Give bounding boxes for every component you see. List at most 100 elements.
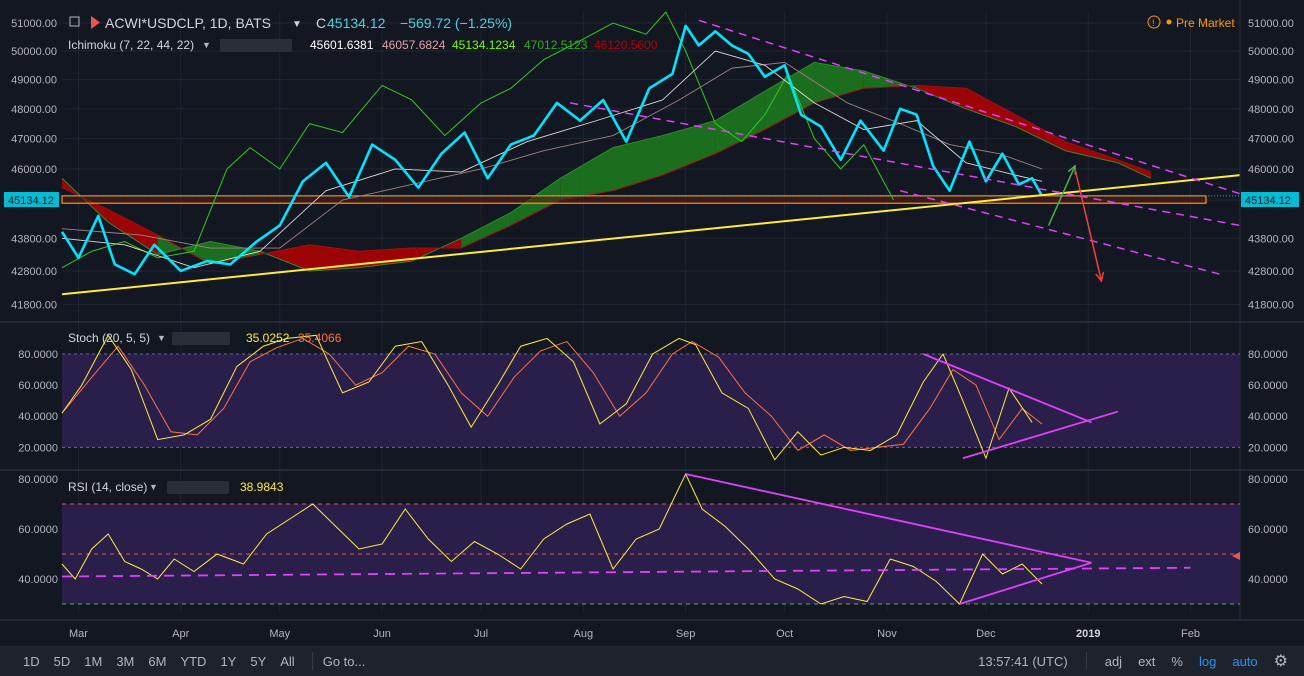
percent-toggle[interactable]: %: [1171, 653, 1183, 669]
y-tick-label-right: 47000.00: [1248, 134, 1294, 146]
trend-line: [922, 353, 1092, 424]
indicator-buttons[interactable]: [172, 332, 230, 345]
stoch-legend: Stoch (20, 5, 5) ▼ 35.0252 35.4066: [68, 331, 342, 345]
trend-line: [698, 19, 1241, 195]
cloud-segment: [715, 91, 765, 154]
stoch_k-line: [61, 334, 1033, 461]
trend-line: [61, 566, 1191, 578]
x-tick-label: Jun: [373, 628, 391, 640]
cloud-segment: [108, 209, 158, 255]
cloud-segment: [411, 238, 462, 262]
base-line: [61, 61, 1043, 249]
stoch-pane[interactable]: 20.0000 20.0000 40.0000 40.0000 60.0000 60.00…: [18, 334, 1288, 461]
y-tick-label-right: 40.0000: [1248, 574, 1288, 586]
x-tick-label: Aug: [574, 628, 594, 640]
y-tick-label: 51000.00: [11, 18, 57, 30]
price-pane[interactable]: 41800.00 41800.00 42800.00 42800.00 43800.00…: [0, 0, 1304, 620]
cloud-segment: [1065, 141, 1118, 163]
chevron-down-icon[interactable]: ▼: [202, 40, 211, 50]
cloud-segment: [613, 135, 663, 191]
cloud-segment: [916, 85, 967, 109]
marker-icon: [1232, 552, 1240, 560]
y-tick-label: 49000.00: [11, 75, 57, 87]
y-tick-label-right: 60.0000: [1248, 380, 1288, 392]
y-tick-label-right: 51000.00: [1248, 18, 1294, 30]
cloud-segment: [662, 120, 716, 176]
indicator-buttons[interactable]: [220, 39, 292, 52]
cloud-segment: [966, 88, 1016, 127]
timeframe-5d[interactable]: 5D: [53, 653, 71, 669]
chevron-down-icon[interactable]: ▼: [157, 333, 166, 343]
trend-line: [61, 174, 1241, 296]
timeframe-1y[interactable]: 1Y: [220, 653, 237, 669]
x-tick-label: Jul: [474, 628, 488, 640]
ext-toggle[interactable]: ext: [1138, 653, 1156, 669]
chevron-down-icon[interactable]: ▼: [149, 482, 158, 492]
y-tick-label: 40.0000: [18, 574, 58, 586]
trend-line: [1074, 168, 1103, 282]
trend-line: [570, 102, 1241, 227]
x-tick-label: Mar: [69, 628, 88, 640]
rsi-value: 38.9843: [240, 480, 284, 494]
adj-toggle[interactable]: adj: [1104, 653, 1123, 669]
flag-icon[interactable]: [91, 16, 100, 29]
level-box: [61, 195, 1207, 204]
timeframe-1d[interactable]: 1D: [23, 653, 40, 669]
timeframe-3m[interactable]: 3M: [116, 653, 135, 669]
timeframe-ytd[interactable]: YTD: [180, 653, 207, 669]
y-tick-label-right: 41800.00: [1248, 299, 1294, 311]
svg-text:45134.12: 45134.12: [8, 195, 54, 207]
y-tick-label: 42800.00: [11, 266, 57, 278]
divider: [1085, 652, 1087, 670]
y-tick-label: 46000.00: [11, 164, 57, 176]
alert-icon[interactable]: [1147, 15, 1161, 29]
indicator-buttons[interactable]: [167, 481, 229, 494]
y-tick-label-right: 46000.00: [1248, 164, 1294, 176]
timeframe-5y[interactable]: 5Y: [250, 653, 267, 669]
cloud-segment: [309, 244, 359, 271]
clock-time[interactable]: 13:57:41 (UTC): [978, 653, 1068, 669]
timeframe-all[interactable]: All: [280, 653, 295, 669]
y-tick-label: 80.0000: [18, 349, 58, 361]
ichimoku-value-4: 47012.5123: [524, 38, 588, 52]
collapse-icon[interactable]: [69, 16, 80, 27]
chevron-down-icon[interactable]: ▼: [292, 19, 302, 30]
stoch-d-value: 35.4066: [298, 331, 342, 345]
gear-icon[interactable]: ⚙: [1273, 653, 1288, 670]
symbol-title[interactable]: ACWI*USDCLP, 1D, BATS: [105, 15, 271, 31]
x-tick-label: May: [269, 628, 290, 640]
timeframe-6m[interactable]: 6M: [148, 653, 167, 669]
goto-button[interactable]: Go to...: [322, 653, 366, 669]
time-axis: Mar Apr May Jun Jul Aug Sep Oct Nov Dec 2019 Feb: [0, 619, 1304, 640]
x-tick-label: Apr: [172, 628, 189, 640]
timeframe-list: 1D 5D 1M 3M 6M YTD 1Y 5Y All: [0, 654, 302, 669]
y-tick-label: 20.0000: [18, 442, 58, 454]
ichimoku-label[interactable]: Ichimoku (7, 22, 44, 22): [68, 38, 194, 52]
auto-toggle[interactable]: auto: [1232, 653, 1258, 669]
ichimoku-value-1: 45601.6381: [310, 38, 374, 52]
bottom-toolbar: 1D 5D 1M 3M 6M YTD 1Y 5Y All Go to... 13…: [0, 646, 1304, 676]
ohlc-prefix: C: [316, 15, 326, 31]
y-tick-label-right: 50000.00: [1248, 46, 1294, 58]
timeframe-1m[interactable]: 1M: [84, 653, 103, 669]
svg-text:45134.12: 45134.12: [1245, 195, 1291, 207]
pre-market-label: Pre Market: [1176, 16, 1235, 30]
y-tick-label-right: 40.0000: [1248, 411, 1288, 423]
log-toggle[interactable]: log: [1198, 653, 1217, 669]
ichimoku-value-3: 45134.1234: [452, 38, 516, 52]
last-price-tag-left: 45134.12: [4, 192, 59, 207]
arrow-head: [1095, 271, 1105, 283]
trend-line: [685, 473, 1092, 564]
rsi-pane[interactable]: 40.0000 40.0000 60.0000 60.0000 80.0000 80.00…: [18, 472, 1288, 605]
cloud-segment: [210, 241, 260, 265]
rsi-label[interactable]: RSI (14, close): [68, 480, 147, 494]
x-tick-label: Dec: [976, 628, 996, 640]
stoch-label[interactable]: Stoch (20, 5, 5): [68, 331, 150, 345]
x-tick-label: Oct: [776, 628, 793, 640]
stoch-k-value: 35.0252: [246, 331, 290, 345]
divider: [311, 652, 313, 670]
band-fill: [62, 504, 1240, 604]
y-tick-label: 80.0000: [18, 474, 58, 486]
y-tick-label-right: 60.0000: [1248, 524, 1288, 536]
